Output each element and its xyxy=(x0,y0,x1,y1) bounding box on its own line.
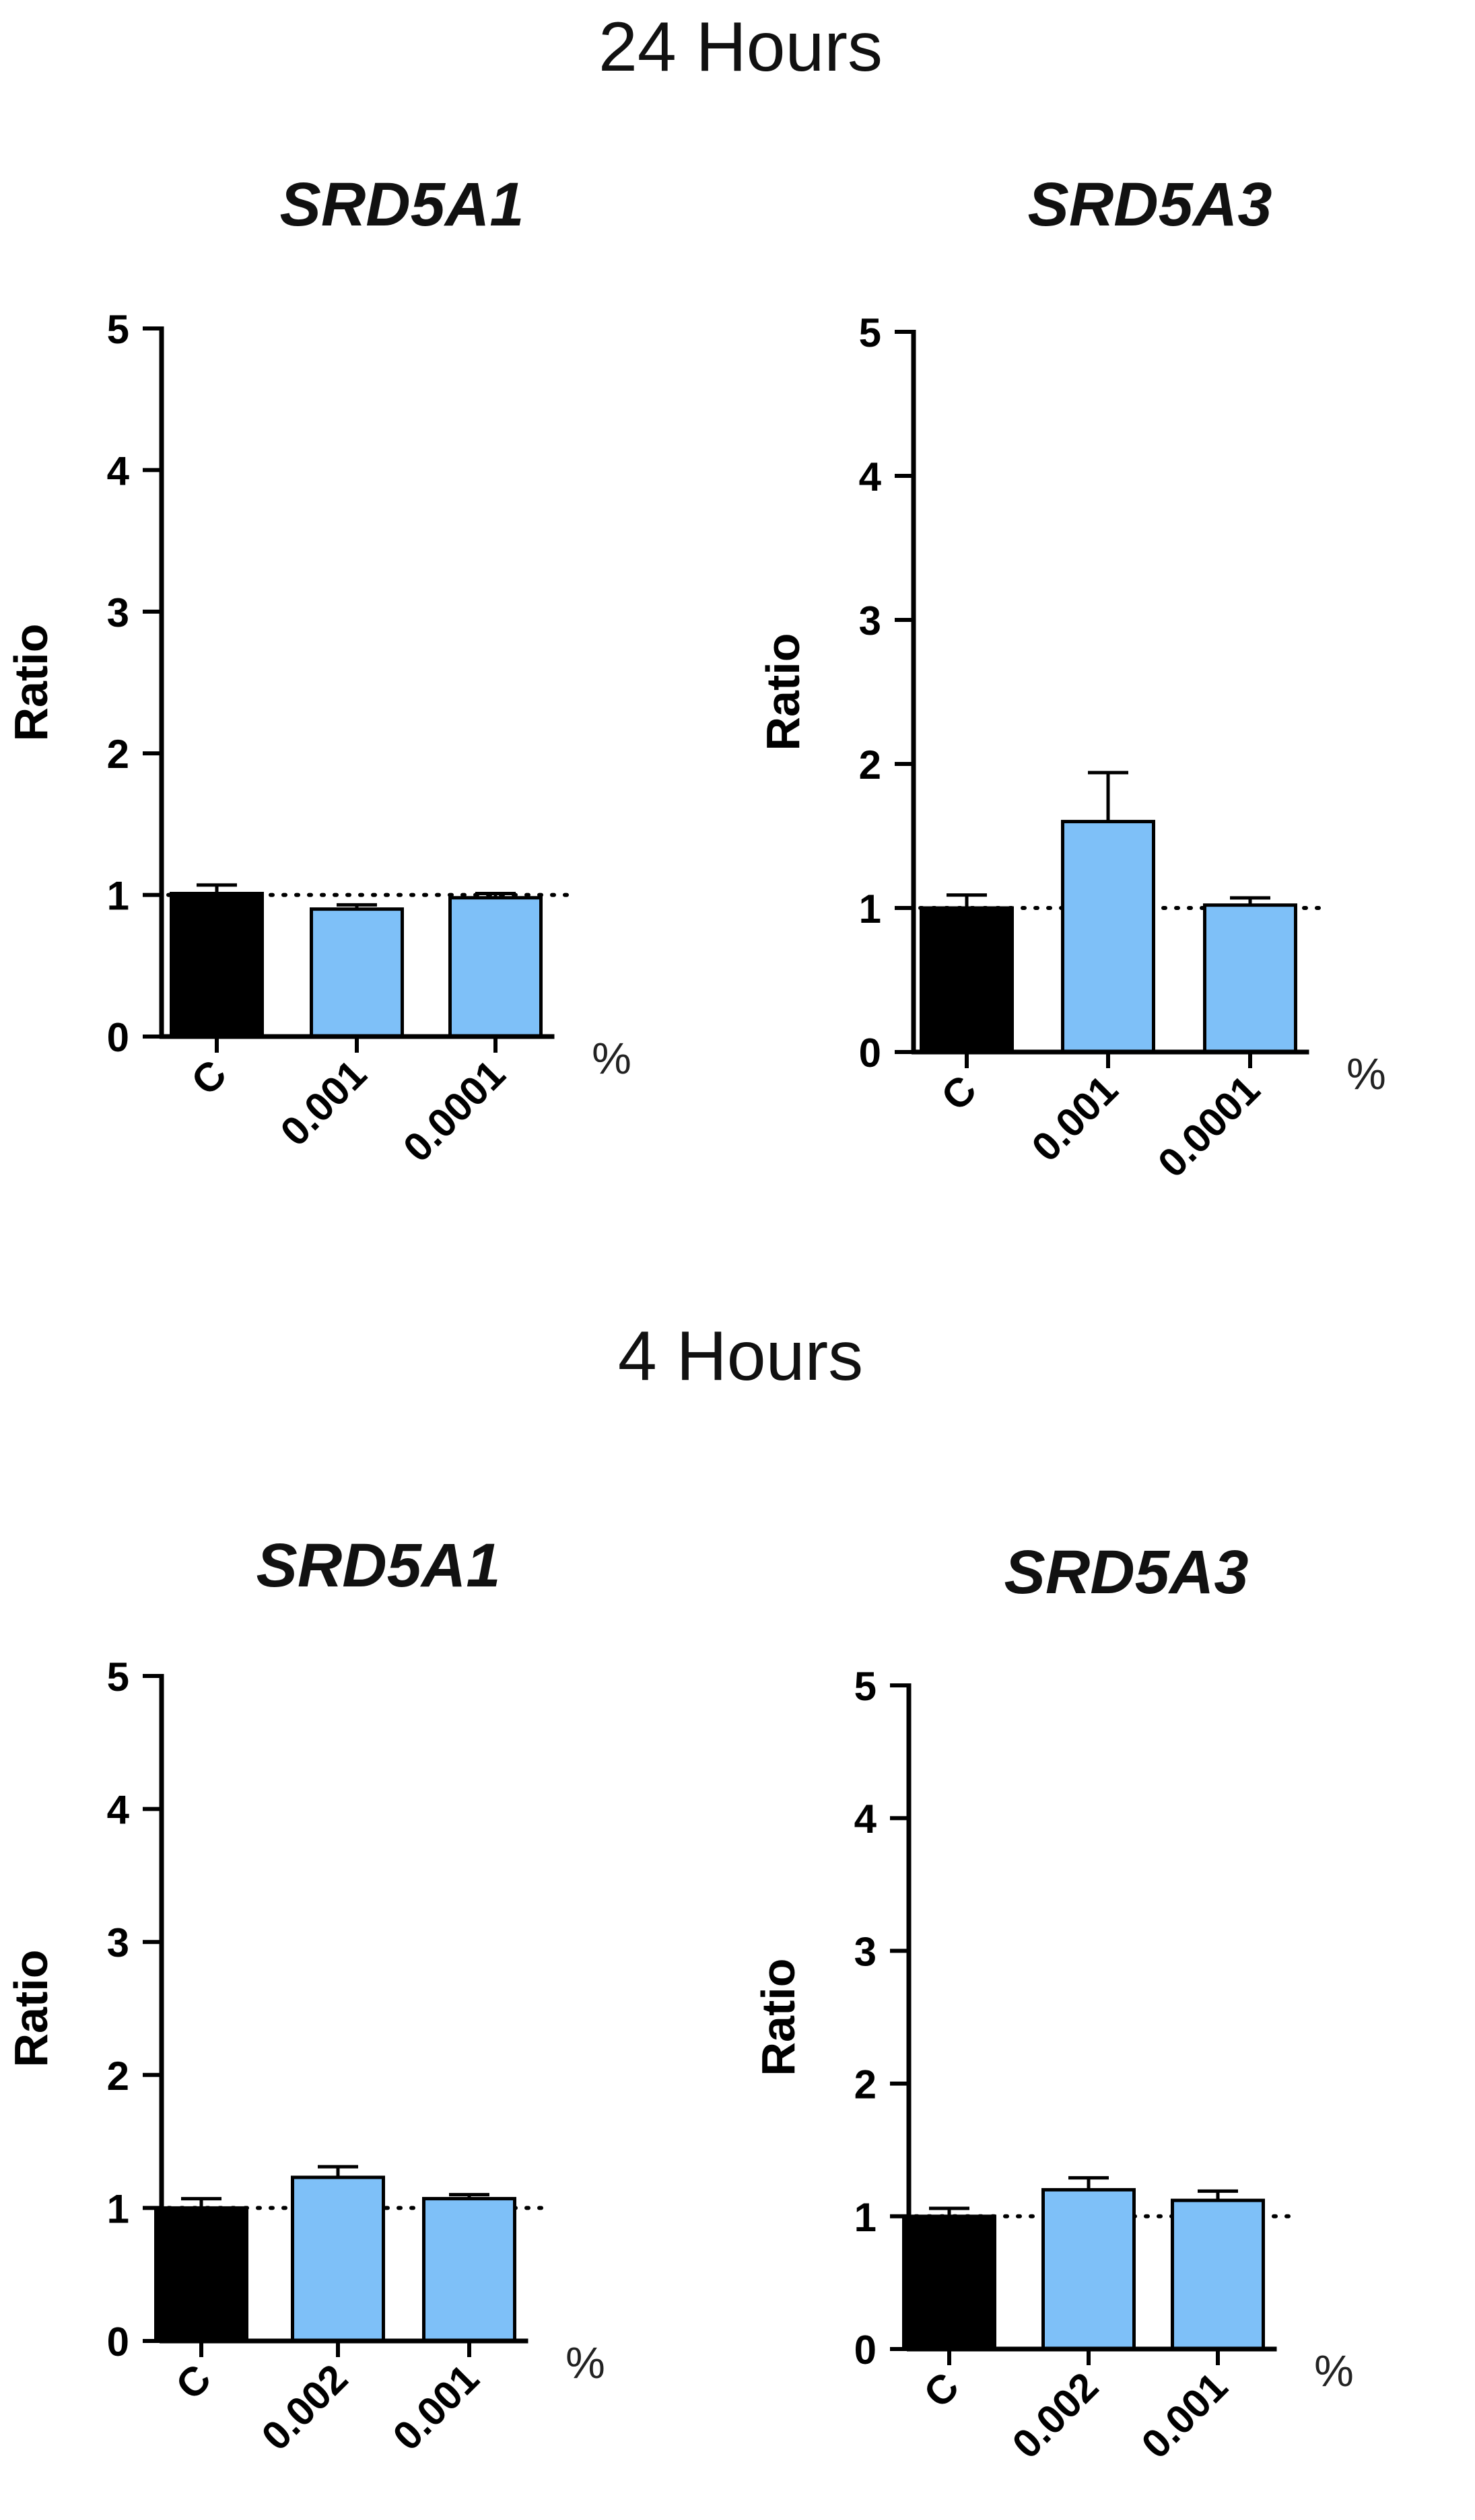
chart-title: SRD5A1 xyxy=(279,170,524,239)
x-tick-label: 0.001 xyxy=(1133,2364,1237,2468)
x-tick-label: 0.001 xyxy=(272,1051,376,1155)
y-tick-label: 3 xyxy=(859,598,881,643)
y-tick-label: 2 xyxy=(854,2062,877,2107)
bar xyxy=(310,907,404,1039)
x-tick-label: 0.0001 xyxy=(1149,1067,1268,1186)
y-tick-label: 4 xyxy=(859,454,882,499)
bar xyxy=(154,2206,248,2343)
y-tick-label: 5 xyxy=(107,1654,129,1700)
y-tick-label: 1 xyxy=(854,2195,877,2240)
y-tick-label: 3 xyxy=(107,1920,129,1965)
y-tick-label: 4 xyxy=(107,448,130,493)
y-axis-label: Ratio xyxy=(5,624,57,742)
section-title-4-hours: 4 Hours xyxy=(618,1317,863,1395)
chart-title: SRD5A3 xyxy=(1004,1538,1248,1607)
chart-panel-4h-srd5a3: SRD5A3 Ratio 0 1 2 3 4 5 C 0.002 0.001% xyxy=(752,1538,1354,2467)
chart-title: SRD5A3 xyxy=(1027,170,1272,239)
x-tick-label: 0.001 xyxy=(384,2356,488,2459)
y-axis-label: Ratio xyxy=(757,633,809,751)
y-tick-label: 3 xyxy=(854,1929,877,1974)
bar xyxy=(1041,2188,1136,2351)
y-tick-label: 0 xyxy=(107,2319,129,2365)
y-tick-label: 1 xyxy=(859,886,881,932)
chart-panel-24h-srd5a1: SRD5A1 Ratio 0 1 2 3 4 5 C 0.001 0.0001% xyxy=(5,170,631,1170)
y-tick-label: 2 xyxy=(107,2054,129,2099)
x-unit-label: % xyxy=(1346,1049,1386,1098)
y-tick-label: 0 xyxy=(854,2328,877,2373)
y-tick-label: 4 xyxy=(107,1788,130,1833)
bar xyxy=(920,906,1014,1054)
x-tick-label: C xyxy=(932,1067,985,1119)
bar xyxy=(448,896,543,1039)
x-tick-label: 0.0001 xyxy=(395,1051,514,1170)
y-tick-label: 5 xyxy=(854,1664,877,1709)
y-tick-label: 4 xyxy=(854,1796,877,1842)
x-unit-label: % xyxy=(1314,2346,1354,2395)
x-tick-label: C xyxy=(915,2364,967,2416)
bar xyxy=(422,2197,516,2343)
x-tick-label: 0.001 xyxy=(1023,1067,1127,1170)
y-tick-label: 1 xyxy=(107,2186,129,2231)
bar xyxy=(170,891,264,1039)
y-axis-label: Ratio xyxy=(752,1959,804,2076)
chart-panel-24h-srd5a3: SRD5A3 Ratio 0 1 2 3 4 5 C 0.001 0.0001% xyxy=(757,170,1386,1186)
x-tick-label: 0.002 xyxy=(253,2356,357,2459)
x-tick-label: C xyxy=(167,2356,219,2408)
y-tick-label: 0 xyxy=(859,1030,881,1076)
bar xyxy=(1171,2198,1265,2351)
section-title-24-hours: 24 Hours xyxy=(598,8,883,86)
chart-panel-4h-srd5a1: SRD5A1 Ratio 0 1 2 3 4 5 C 0.002 0.001% xyxy=(5,1531,605,2459)
chart-title: SRD5A1 xyxy=(256,1531,500,1600)
x-tick-label: C xyxy=(182,1051,235,1104)
bar xyxy=(291,2175,385,2343)
x-unit-label: % xyxy=(592,1033,631,1083)
bar xyxy=(1061,820,1155,1054)
y-tick-label: 2 xyxy=(107,732,129,777)
y-tick-label: 5 xyxy=(107,307,129,352)
x-unit-label: % xyxy=(565,2338,605,2387)
y-tick-label: 0 xyxy=(107,1015,129,1060)
y-tick-label: 3 xyxy=(107,590,129,635)
y-axis-label: Ratio xyxy=(5,1950,57,2068)
y-tick-label: 5 xyxy=(859,310,881,355)
y-tick-label: 2 xyxy=(859,742,881,788)
bar xyxy=(902,2214,996,2351)
y-tick-label: 1 xyxy=(107,874,129,919)
x-tick-label: 0.002 xyxy=(1004,2364,1107,2468)
bar xyxy=(1203,903,1297,1054)
